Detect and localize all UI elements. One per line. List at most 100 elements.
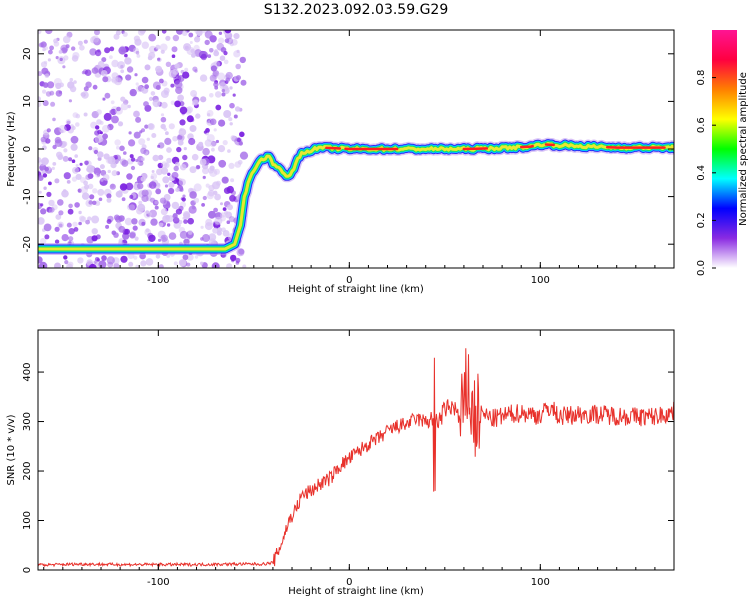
noise-speckle: [123, 151, 127, 155]
noise-speckle: [143, 210, 152, 219]
noise-speckle: [168, 69, 177, 78]
noise-speckle: [189, 166, 197, 174]
noise-speckle: [58, 125, 67, 134]
noise-speckle: [101, 255, 107, 261]
noise-speckle: [102, 124, 110, 133]
noise-speckle: [154, 200, 159, 205]
noise-speckle: [182, 254, 189, 261]
noise-speckle: [172, 34, 180, 42]
noise-speckle: [172, 213, 178, 219]
noise-speckle: [171, 201, 180, 210]
noise-speckle: [127, 104, 131, 109]
colorbar: [712, 30, 737, 268]
noise-speckle: [38, 30, 42, 35]
noise-speckle: [88, 263, 97, 268]
noise-speckle: [160, 90, 169, 98]
noise-speckle: [81, 70, 86, 75]
noise-speckle: [103, 112, 112, 121]
noise-speckle: [148, 212, 152, 216]
noise-speckle: [131, 218, 138, 225]
snr-ytick-label: 300: [22, 412, 33, 431]
noise-speckle: [177, 94, 185, 102]
noise-speckle: [44, 73, 50, 78]
noise-speckle: [128, 131, 132, 135]
noise-speckle: [57, 199, 64, 206]
noise-speckle: [67, 208, 74, 215]
noise-speckle: [213, 207, 219, 213]
noise-speckle: [230, 254, 237, 262]
noise-speckle: [48, 208, 54, 214]
noise-speckle: [189, 41, 193, 44]
spectrogram-xtick-label: 0: [346, 275, 352, 286]
noise-speckle: [206, 119, 211, 123]
noise-speckle: [146, 137, 150, 141]
noise-speckle: [91, 35, 100, 43]
noise-speckle: [43, 186, 47, 190]
noise-speckle: [110, 100, 115, 105]
noise-speckle: [47, 58, 52, 62]
noise-speckle: [148, 33, 157, 42]
noise-speckle: [186, 46, 195, 56]
noise-speckle: [206, 109, 214, 117]
noise-speckle: [204, 222, 213, 231]
noise-speckle: [69, 85, 77, 93]
noise-speckle: [84, 69, 92, 76]
noise-speckle: [236, 137, 241, 143]
noise-speckle: [51, 166, 55, 170]
noise-speckle: [133, 110, 140, 118]
noise-speckle: [165, 131, 169, 136]
noise-speckle: [55, 214, 62, 220]
noise-speckle: [104, 47, 111, 54]
noise-speckle: [40, 203, 44, 207]
noise-speckle: [186, 115, 194, 123]
noise-speckle: [120, 96, 126, 102]
noise-speckle: [111, 72, 119, 80]
noise-speckle: [98, 197, 103, 202]
noise-speckle: [191, 205, 196, 210]
noise-speckle: [54, 226, 60, 232]
noise-speckle: [117, 192, 123, 198]
noise-speckle: [163, 127, 167, 131]
noise-speckle: [130, 165, 136, 171]
spectrogram-x-axis-label: Height of straight line (km): [288, 284, 424, 295]
noise-speckle: [70, 143, 78, 151]
noise-speckle: [186, 106, 194, 114]
noise-speckle: [51, 204, 58, 211]
noise-speckle: [233, 33, 240, 40]
noise-speckle: [83, 39, 88, 44]
noise-speckle: [102, 97, 106, 101]
noise-speckle: [106, 193, 112, 199]
noise-speckle: [168, 232, 177, 240]
noise-speckle: [159, 43, 168, 52]
noise-speckle: [168, 181, 175, 188]
noise-speckle: [58, 50, 63, 54]
noise-speckle: [115, 215, 123, 223]
noise-speckle: [208, 233, 217, 242]
noise-speckle: [199, 74, 208, 82]
noise-speckle: [58, 210, 64, 216]
noise-speckle: [52, 117, 56, 122]
noise-speckle: [109, 46, 115, 52]
noise-speckle: [57, 154, 63, 160]
noise-speckle: [164, 162, 170, 169]
noise-speckle: [71, 159, 76, 163]
noise-speckle: [45, 30, 53, 35]
noise-speckle: [92, 188, 98, 194]
noise-speckle: [118, 225, 126, 233]
noise-speckle: [182, 154, 188, 161]
noise-speckle: [54, 178, 60, 184]
noise-speckle: [194, 49, 203, 57]
noise-speckle: [140, 147, 147, 154]
noise-speckle: [40, 61, 48, 68]
noise-speckle: [162, 176, 170, 184]
noise-speckle: [40, 237, 47, 245]
noise-speckle: [137, 182, 144, 190]
noise-speckle: [207, 54, 212, 58]
noise-speckle: [111, 115, 119, 124]
noise-speckle: [77, 188, 82, 193]
noise-speckle: [188, 137, 196, 146]
noise-speckle: [104, 92, 111, 99]
ridge-peak: [325, 146, 342, 150]
noise-speckle: [113, 232, 119, 238]
